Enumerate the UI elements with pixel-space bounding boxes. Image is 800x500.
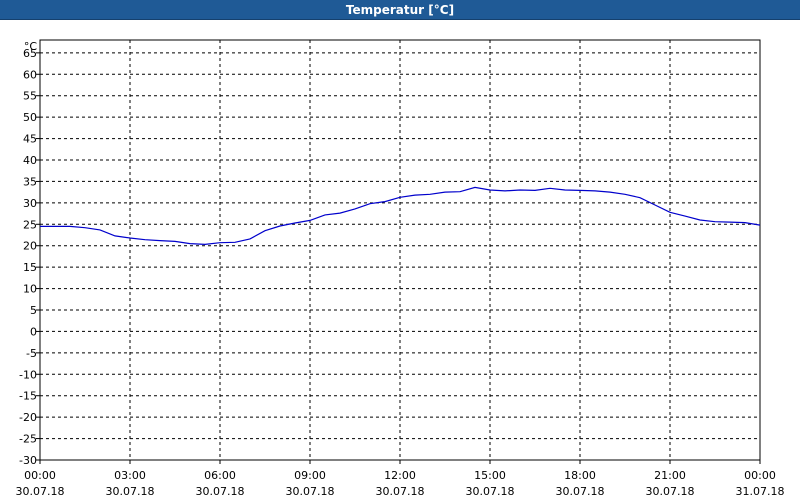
x-tick-date-label: 30.07.18 <box>196 485 245 498</box>
x-tick-time-label: 00:00 <box>744 469 776 482</box>
y-tick-label: 25 <box>23 218 37 231</box>
y-tick-label: 60 <box>23 68 37 81</box>
x-tick-time-label: 18:00 <box>564 469 596 482</box>
x-axis-ticks: 00:00 30.07.18 03:00 30.07.18 06:00 30.07.18 0… <box>16 460 785 498</box>
y-tick-label: -5 <box>26 347 37 360</box>
x-tick-date-label: 30.07.18 <box>466 485 515 498</box>
y-tick-label: -10 <box>19 368 37 381</box>
x-tick-date-label: 30.07.18 <box>556 485 605 498</box>
y-tick-label: 10 <box>23 283 37 296</box>
x-tick-time-label: 21:00 <box>654 469 686 482</box>
y-tick-label: 65 <box>23 47 37 60</box>
y-axis-unit-label: °C <box>24 40 38 53</box>
y-axis-ticks: 65605550454035302520151050-5-10-15-20-25… <box>19 47 40 467</box>
y-tick-label: 20 <box>23 240 37 253</box>
y-tick-label: 50 <box>23 111 37 124</box>
y-tick-label: -30 <box>19 454 37 467</box>
x-tick-date-label: 30.07.18 <box>646 485 695 498</box>
y-tick-label: -20 <box>19 411 37 424</box>
chart-title-bar: Temperatur [°C] <box>0 0 800 20</box>
temperature-series-line <box>40 186 761 246</box>
x-tick-date-label: 30.07.18 <box>106 485 155 498</box>
y-tick-label: 55 <box>23 90 37 103</box>
y-tick-label: 30 <box>23 197 37 210</box>
x-tick-time-label: 06:00 <box>204 469 236 482</box>
x-tick-date-label: 30.07.18 <box>16 485 65 498</box>
y-tick-label: -25 <box>19 433 37 446</box>
x-tick-time-label: 03:00 <box>114 469 146 482</box>
x-tick-date-label: 30.07.18 <box>376 485 425 498</box>
y-tick-label: 15 <box>23 261 37 274</box>
y-tick-label: 35 <box>23 175 37 188</box>
x-tick-date-label: 30.07.18 <box>286 485 335 498</box>
y-tick-label: 0 <box>30 325 37 338</box>
x-tick-date-label: 31.07.18 <box>736 485 785 498</box>
y-tick-label: -15 <box>19 390 37 403</box>
x-tick-time-label: 12:00 <box>384 469 416 482</box>
x-tick-time-label: 09:00 <box>294 469 326 482</box>
x-tick-time-label: 00:00 <box>24 469 56 482</box>
x-tick-time-label: 15:00 <box>474 469 506 482</box>
y-tick-label: 5 <box>30 304 37 317</box>
grid-lines <box>40 40 760 460</box>
y-tick-label: 40 <box>23 154 37 167</box>
y-tick-label: 45 <box>23 133 37 146</box>
chart-title: Temperatur [°C] <box>345 2 455 17</box>
